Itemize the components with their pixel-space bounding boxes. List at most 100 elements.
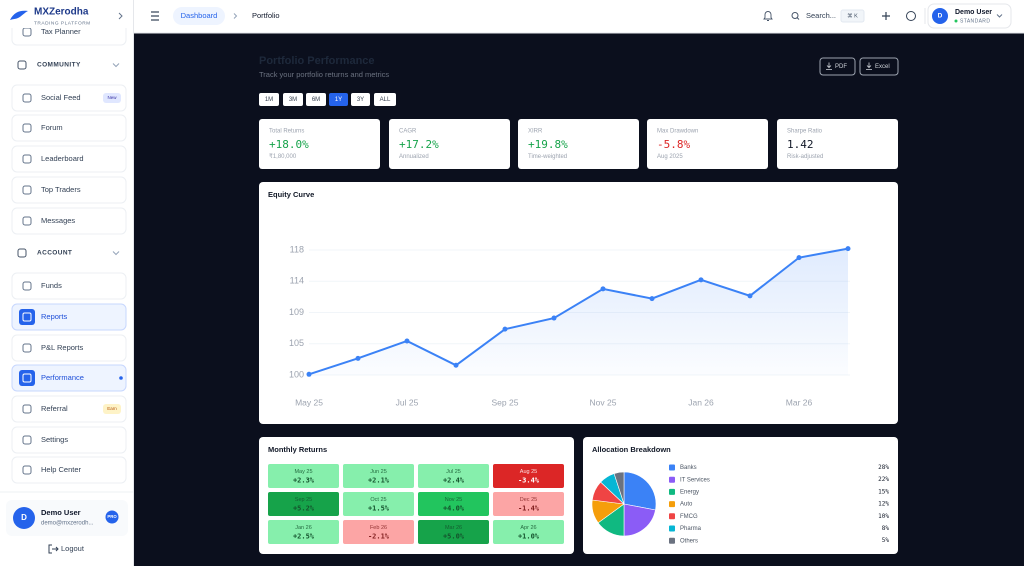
nav-item[interactable] bbox=[11, 426, 127, 454]
top-bar bbox=[134, 0, 1024, 33]
legend-label: IT Services bbox=[680, 477, 710, 483]
period-button[interactable] bbox=[306, 93, 326, 106]
heatmap-cell bbox=[268, 520, 339, 544]
area bbox=[309, 248, 848, 375]
logo-icon bbox=[10, 10, 28, 20]
point bbox=[306, 371, 312, 377]
help-icon[interactable] bbox=[906, 11, 916, 21]
user-email: demo@mxzerodh... bbox=[41, 521, 94, 527]
nav-item[interactable] bbox=[11, 84, 127, 112]
legend-value: 15% bbox=[878, 488, 889, 495]
cell-month: Jan 26 bbox=[295, 525, 312, 531]
nav-item[interactable] bbox=[11, 207, 127, 235]
legend-swatch bbox=[669, 464, 675, 471]
heatmap-cell bbox=[268, 464, 339, 488]
cell-value: +2.1% bbox=[368, 477, 390, 485]
cell-value: -2.1% bbox=[368, 533, 390, 541]
period-button[interactable] bbox=[329, 93, 348, 106]
legend-swatch bbox=[669, 525, 675, 532]
period-button[interactable] bbox=[374, 93, 396, 106]
breadcrumb-pill[interactable] bbox=[173, 7, 225, 25]
cell-value: +5.2% bbox=[293, 505, 315, 513]
nav-label: Performance bbox=[41, 373, 84, 382]
export-label: PDF bbox=[835, 64, 847, 70]
user-chip[interactable] bbox=[927, 3, 1012, 29]
icon bbox=[22, 123, 32, 133]
bell-icon[interactable] bbox=[763, 11, 773, 21]
chart-card bbox=[583, 437, 898, 554]
add-icon[interactable] bbox=[882, 12, 890, 20]
heatmap-cell bbox=[343, 464, 414, 488]
legend-value: 12% bbox=[878, 501, 889, 508]
collapse-icon[interactable] bbox=[118, 12, 123, 20]
nav-item[interactable] bbox=[11, 364, 127, 392]
nav-item[interactable] bbox=[11, 176, 127, 204]
badge bbox=[103, 404, 121, 414]
nav-item[interactable] bbox=[11, 334, 127, 362]
nav-item[interactable] bbox=[11, 303, 127, 331]
period-button[interactable] bbox=[283, 93, 303, 106]
point bbox=[453, 362, 459, 368]
cell-value: +4.0% bbox=[443, 505, 465, 513]
nav-item[interactable] bbox=[11, 456, 127, 484]
search[interactable]: Search... bbox=[806, 11, 836, 20]
period-label: 6M bbox=[312, 97, 320, 103]
cell-month: Mar 26 bbox=[445, 525, 462, 531]
chart-title: Monthly Returns bbox=[268, 445, 327, 454]
icon bbox=[22, 404, 32, 414]
nav-label: Tax Planner bbox=[41, 27, 81, 36]
user-card bbox=[6, 500, 128, 536]
metric-label: Max Drawdown bbox=[657, 129, 698, 135]
badge-label: Earn bbox=[107, 406, 117, 411]
legend-swatch bbox=[669, 537, 675, 544]
avatar bbox=[13, 507, 35, 529]
nav-item[interactable] bbox=[11, 114, 127, 142]
point bbox=[404, 338, 410, 344]
plan-badge bbox=[105, 510, 119, 524]
icon bbox=[22, 185, 32, 195]
nav-item[interactable] bbox=[11, 145, 127, 173]
metric-label: Sharpe Ratio bbox=[787, 129, 823, 135]
avatar-initial: D bbox=[21, 513, 27, 522]
x-tick-label: Jan 26 bbox=[688, 397, 714, 407]
export-button[interactable] bbox=[819, 57, 856, 76]
logout[interactable]: Logout bbox=[61, 544, 85, 553]
x-tick-label: Sep 25 bbox=[492, 397, 519, 407]
metric-value: 1.42 bbox=[787, 138, 814, 151]
point bbox=[845, 246, 851, 252]
period-label: 1M bbox=[265, 97, 273, 103]
section-label: ACCOUNT bbox=[37, 250, 72, 257]
shortcut-box bbox=[840, 9, 865, 23]
legend-label: FMCG bbox=[680, 514, 698, 520]
icon bbox=[22, 281, 32, 291]
logout-icon bbox=[48, 544, 59, 554]
period-button[interactable] bbox=[351, 93, 370, 106]
nav-item[interactable] bbox=[11, 395, 127, 423]
nav-item[interactable] bbox=[11, 272, 127, 300]
heatmap-cell bbox=[418, 520, 489, 544]
icon bbox=[22, 343, 32, 353]
point bbox=[796, 255, 802, 261]
avatar bbox=[932, 8, 948, 24]
period-button[interactable] bbox=[259, 93, 279, 106]
active-dot bbox=[119, 376, 123, 380]
download-icon bbox=[866, 62, 872, 70]
plan-badge-label: PRO bbox=[107, 514, 117, 519]
icon bbox=[22, 435, 32, 445]
metric-value: +18.0% bbox=[269, 138, 309, 151]
cell-month: Feb 26 bbox=[370, 525, 387, 531]
x-tick-label: May 25 bbox=[295, 397, 323, 407]
point bbox=[698, 277, 704, 283]
legend-label: Others bbox=[680, 538, 698, 544]
chart-title: Allocation Breakdown bbox=[592, 445, 671, 454]
metric-card bbox=[777, 119, 898, 169]
point bbox=[747, 293, 753, 299]
export-button[interactable] bbox=[859, 57, 899, 76]
heatmap-cell bbox=[343, 492, 414, 516]
icon bbox=[22, 154, 32, 164]
legend-swatch bbox=[669, 501, 675, 508]
metric-label: CAGR bbox=[399, 129, 417, 135]
download-icon bbox=[826, 62, 832, 70]
breadcrumb-sep bbox=[233, 13, 238, 19]
